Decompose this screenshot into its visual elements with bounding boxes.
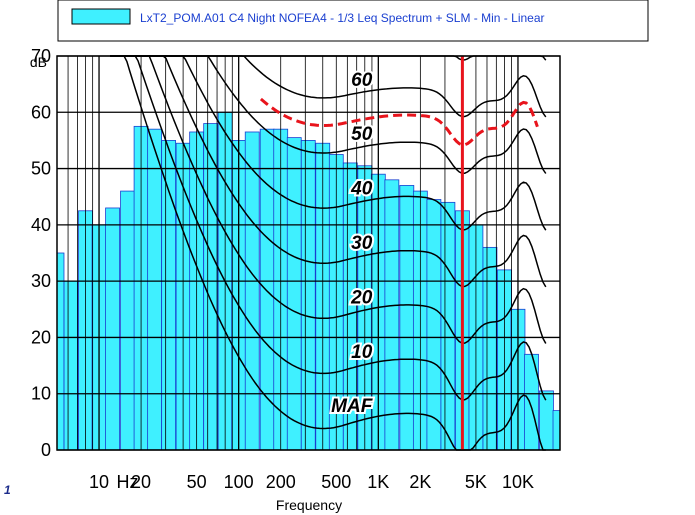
highlight-curve-line [259,97,539,147]
plot-frame [56,55,561,451]
contour-label: 50 [351,124,373,145]
bar [426,199,442,451]
contour-labels: 60 50 40 30 20 10 MAF [329,68,376,419]
x-tick-label: 100 [224,472,254,492]
bar [482,246,498,451]
y-tick-label: 20 [31,327,51,347]
x-tick-label: 10K [502,472,534,492]
x-tick-label: 5K [465,472,487,492]
legend-swatch [71,8,131,25]
y-tick-label: 60 [31,102,51,122]
highlight-curve [259,97,539,147]
contour-line [110,55,547,344]
x-tick-label: Hz [117,472,139,492]
legend: LxT2_POM.A01 C4 Night NOFEA4 - 1/3 Leq S… [57,0,649,42]
bar [147,128,162,451]
legend-label: LxT2_POM.A01 C4 Night NOFEA4 - 1/3 Leq S… [140,11,545,25]
x-tick-label: 1K [367,472,389,492]
contour-label: MAF [331,396,374,417]
y-tick-label: 10 [31,384,51,404]
bar [259,128,275,451]
y-tick-label: 50 [31,159,51,179]
x-axis-title: Frequency [276,497,342,513]
contour-label: 30 [351,233,373,254]
x-tick-label: 50 [187,472,207,492]
bar [63,280,79,451]
y-axis-title: dB [30,54,47,70]
contour-label: 60 [351,70,373,91]
y-tick-label: 40 [31,215,51,235]
contour-line [110,55,546,451]
x-tick-label: 2K [409,472,431,492]
y-tick-label: 70 [31,46,51,66]
bar [440,201,456,451]
legend-box [57,0,649,42]
bar [105,207,120,451]
bar [552,410,561,451]
y-tick-label: 30 [31,271,51,291]
contour-label: 40 [350,179,373,200]
contour-label: 20 [350,287,373,308]
bar [286,137,302,451]
bar [120,190,135,451]
y-tick-labels: 0 10 20 30 40 50 60 70 [31,46,51,460]
bar [300,140,316,451]
contour-line [110,55,547,401]
x-tick-label: 200 [266,472,296,492]
x-tick-label: 10 [89,472,109,492]
bar [384,179,400,451]
contour-line [110,55,547,288]
x-tick-label: 500 [321,472,351,492]
bar [161,140,177,451]
bar [539,390,554,451]
contour-label: 10 [351,342,373,363]
bar [244,131,260,451]
bar [56,252,65,451]
plot-border [56,55,561,451]
side-mark: 1 [4,483,11,497]
x-tick-label: 20 [131,472,151,492]
y-tick-label: 0 [41,440,51,460]
